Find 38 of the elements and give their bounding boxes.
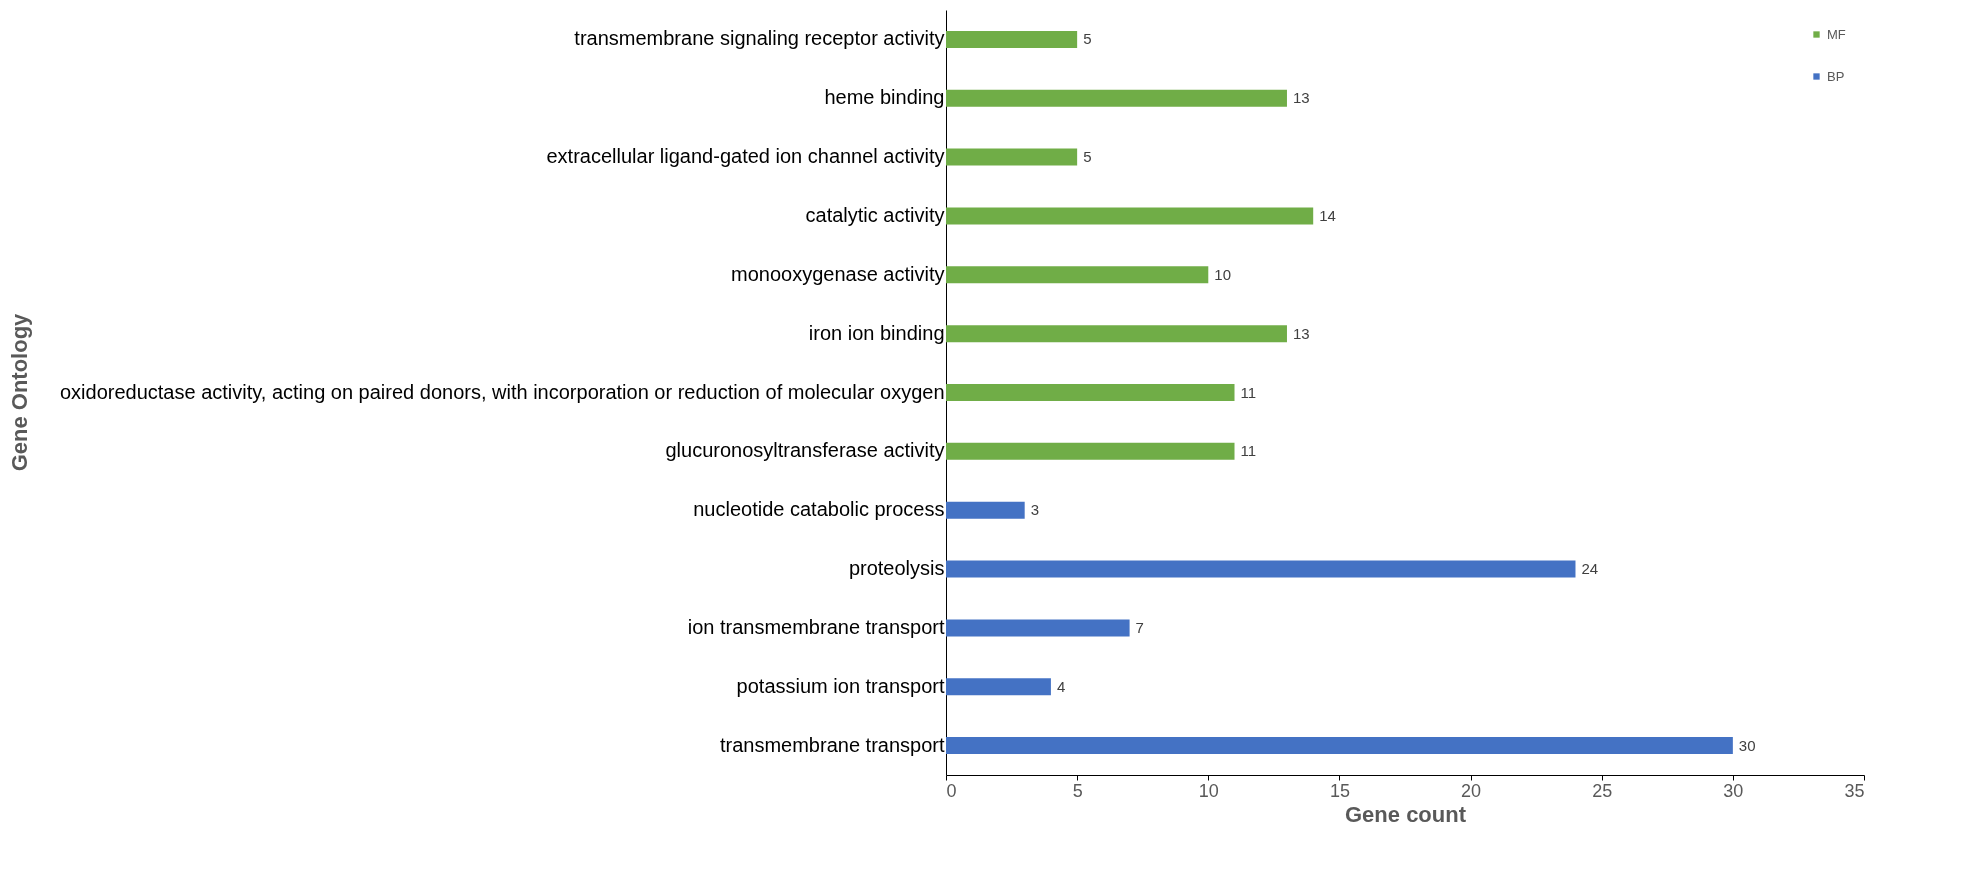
x-tick-label: 5 — [1072, 780, 1083, 801]
y-tick-label: heme binding — [824, 86, 945, 109]
x-axis-title: Gene count — [1344, 801, 1467, 827]
y-tick-label: iron ion binding — [808, 321, 945, 344]
y-tick-label: extracellular ligand-gated ion channel activity — [546, 145, 945, 168]
x-tick-label: 0 — [946, 780, 957, 801]
y-tick-label: potassium ion transport — [736, 674, 945, 697]
x-tick-label: 10 — [1198, 780, 1219, 801]
y-tick-label: transmembrane transport — [719, 733, 945, 756]
y-axis-title: Gene Ontology — [6, 312, 32, 472]
y-tick-label: proteolysis — [848, 557, 945, 580]
y-tick-label: transmembrane signaling receptor activity — [574, 27, 945, 50]
x-tick-label: 35 — [1844, 780, 1865, 801]
data-label: 30 — [1738, 736, 1756, 754]
data-label: 13 — [1292, 89, 1310, 107]
y-tick-label: ion transmembrane transport — [687, 615, 945, 638]
data-label: 5 — [1083, 148, 1092, 166]
data-label: 11 — [1240, 442, 1257, 460]
data-label: 3 — [1030, 501, 1040, 519]
data-label: 14 — [1319, 206, 1336, 224]
legend-label: MF — [1827, 26, 1846, 42]
y-tick-label: monooxygenase activity — [731, 262, 945, 285]
data-label: 4 — [1056, 677, 1066, 695]
data-label: 13 — [1292, 324, 1310, 342]
data-label: 11 — [1240, 383, 1257, 401]
data-label: 7 — [1135, 618, 1144, 636]
y-tick-label: oxidoreductase activity, acting on paired donors, with incorporation or reduction of molecular oxygen — [59, 380, 945, 403]
data-label: 24 — [1581, 560, 1599, 578]
x-tick-label: 25 — [1592, 780, 1613, 801]
y-tick-label: nucleotide catabolic process — [693, 498, 945, 521]
x-tick-label: 15 — [1329, 780, 1350, 801]
legend-label: BP — [1827, 68, 1845, 84]
x-tick-label: 30 — [1723, 780, 1744, 801]
y-tick-label: catalytic activity — [805, 203, 945, 226]
x-tick-label: 20 — [1461, 780, 1482, 801]
y-tick-label: glucuronosyltransferase activity — [665, 439, 945, 462]
data-label: 10 — [1214, 265, 1231, 283]
data-label: 5 — [1083, 30, 1092, 48]
